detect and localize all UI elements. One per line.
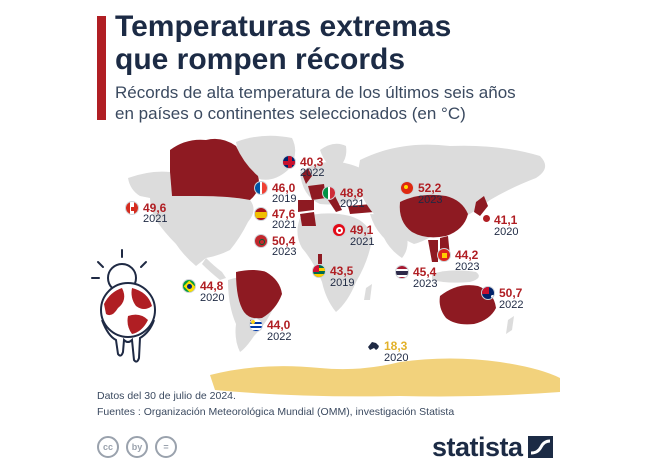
madagascar-shape <box>364 284 372 300</box>
record-turkey-year: 2021 <box>350 236 375 248</box>
page-title: Temperaturas extremas que rompen récords <box>115 10 615 76</box>
page-subtitle: Récords de alta temperatura de los últim… <box>115 82 615 124</box>
spain-flag-icon <box>254 207 268 221</box>
record-thailand-year: 2023 <box>413 278 438 290</box>
scandinavia-shape <box>320 143 347 168</box>
turkey-shape <box>348 204 374 214</box>
morocco-shape <box>300 212 316 226</box>
record-united-kingdom-year: 2022 <box>300 167 325 179</box>
france-flag-icon <box>254 181 268 195</box>
record-uruguay-value: 44,0 <box>267 318 291 332</box>
brazil-shape <box>236 270 282 319</box>
record-australia-value: 50,7 <box>499 286 523 300</box>
united-kingdom-flag-icon <box>282 155 296 169</box>
record-antarctica-year: 2020 <box>384 352 409 364</box>
subtitle-line-1: Récords de alta temperatura de los últim… <box>115 83 516 102</box>
canada-flag-icon <box>125 201 139 215</box>
morocco-flag-icon <box>254 234 268 248</box>
world-map <box>128 135 560 397</box>
melting-globe-sun-icon <box>91 249 156 363</box>
record-japan-value: 41,1 <box>494 213 518 227</box>
statista-logo-mark-icon <box>528 436 553 458</box>
new-zealand-shape <box>506 316 514 334</box>
record-turkey-value: 49,1 <box>350 223 374 237</box>
central-america-shape <box>202 258 226 280</box>
uruguay-flag-icon <box>249 318 263 332</box>
sources-note: Fuentes : Organización Meteorológica Mun… <box>97 406 455 418</box>
record-brazil-value: 44,8 <box>200 279 224 293</box>
subtitle-line-2: en países o continentes seleccionados (e… <box>115 104 466 123</box>
japan-shape <box>474 196 488 216</box>
record-morocco-year: 2023 <box>272 246 297 258</box>
record-china-year: 2023 <box>418 194 443 206</box>
canada-shape <box>170 138 259 200</box>
greenland-shape <box>236 135 296 180</box>
italy-flag-icon <box>322 186 336 200</box>
turkey-flag-icon <box>332 223 346 237</box>
title-accent-bar <box>97 16 106 120</box>
togo-shape <box>318 254 322 264</box>
record-canada-year: 2021 <box>143 213 168 225</box>
no-derivatives-icon[interactable]: = <box>155 436 177 458</box>
attribution-icon[interactable]: by <box>126 436 148 458</box>
indonesia-shape <box>432 270 479 283</box>
record-united-kingdom-value: 40,3 <box>300 155 324 169</box>
record-morocco-value: 50,4 <box>272 234 296 248</box>
japan-dot-icon <box>483 215 490 222</box>
record-antarctica-value: 18,3 <box>384 339 408 353</box>
brazil-flag-icon <box>182 279 196 293</box>
record-spain-value: 47,6 <box>272 207 296 221</box>
record-togo-year: 2019 <box>330 277 355 289</box>
thailand-flag-icon <box>395 265 409 279</box>
china-flag-icon <box>400 181 414 195</box>
africa-shape <box>297 213 372 312</box>
record-togo-value: 43,5 <box>330 264 354 278</box>
record-france-year: 2019 <box>272 193 297 205</box>
vietnam-flag-icon <box>437 248 451 262</box>
record-spain-year: 2021 <box>272 219 297 231</box>
thailand-shape <box>428 240 438 262</box>
antarctica-shape <box>210 358 560 397</box>
title-line-2: que rompen récords <box>115 43 406 76</box>
spain-shape <box>298 200 314 212</box>
australia-flag-icon <box>481 286 495 300</box>
record-japan-year: 2020 <box>494 226 519 238</box>
cc-license-icon[interactable]: cc <box>97 436 119 458</box>
china-shape <box>399 194 468 238</box>
france-shape <box>308 184 326 200</box>
record-vietnam-year: 2023 <box>455 261 480 273</box>
record-australia-year: 2022 <box>499 299 524 311</box>
statista-logo[interactable]: statista <box>432 432 523 462</box>
record-italy-value: 48,8 <box>340 186 364 200</box>
togo-flag-icon <box>312 264 326 278</box>
antarctica-flag-icon <box>366 338 380 352</box>
record-china-value: 52,2 <box>418 181 442 195</box>
usa-shape <box>128 171 254 266</box>
record-canada-value: 49,6 <box>143 201 167 215</box>
record-uruguay-year: 2022 <box>267 331 292 343</box>
middle-east-shape <box>370 214 408 258</box>
record-vietnam-value: 44,2 <box>455 248 479 262</box>
record-brazil-year: 2020 <box>200 292 225 304</box>
date-note: Datos del 30 de julio de 2024. <box>97 390 236 402</box>
title-line-1: Temperaturas extremas <box>115 10 452 43</box>
record-france-value: 46,0 <box>272 181 296 195</box>
record-thailand-value: 45,4 <box>413 265 437 279</box>
record-italy-year: 2021 <box>340 198 365 210</box>
uk-shape <box>302 168 312 184</box>
